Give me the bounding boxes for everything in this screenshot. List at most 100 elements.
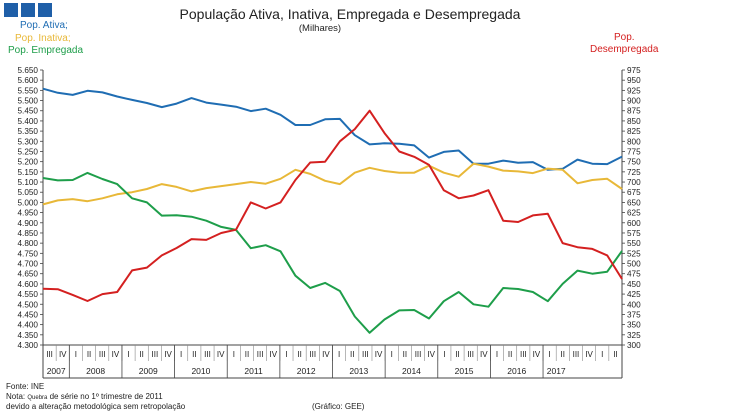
- quarter-tick-label: II: [297, 350, 301, 359]
- quarter-tick-label: II: [561, 350, 565, 359]
- logo-square: [38, 3, 52, 17]
- quarter-tick-label: III: [257, 350, 264, 359]
- left-tick-label: 5.300: [18, 137, 39, 146]
- quarter-tick-label: II: [139, 350, 143, 359]
- left-tick-label: 4.750: [18, 249, 39, 258]
- right-tick-label: 900: [627, 97, 641, 106]
- left-tick-label: 4.900: [18, 219, 39, 228]
- left-tick-label: 4.500: [18, 300, 39, 309]
- right-tick-label: 850: [627, 117, 641, 126]
- left-tick-label: 4.600: [18, 280, 39, 289]
- quarter-tick-label: III: [46, 350, 53, 359]
- quarter-tick-label: III: [520, 350, 527, 359]
- quarter-tick-label: IV: [112, 350, 120, 359]
- right-tick-label: 650: [627, 198, 641, 207]
- right-tick-label: 500: [627, 260, 641, 269]
- quarter-tick-label: II: [455, 350, 459, 359]
- chart-title: População Ativa, Inativa, Empregada e De…: [179, 6, 521, 22]
- right-tick-label: 825: [627, 127, 641, 136]
- footer-note-prefix: Nota:: [6, 392, 26, 401]
- footer-note: Nota: Quebra de série no 1º trimestre de…: [6, 392, 163, 401]
- quarter-tick-label: I: [75, 350, 77, 359]
- right-tick-label: 550: [627, 239, 641, 248]
- left-tick-label: 4.300: [18, 341, 39, 350]
- series-line-desempregada: [42, 109, 623, 302]
- logo-square: [4, 3, 18, 17]
- right-tick-label: 425: [627, 290, 641, 299]
- right-tick-label: 800: [627, 137, 641, 146]
- left-tick-label: 5.100: [18, 178, 39, 187]
- left-tick-label: 5.400: [18, 117, 39, 126]
- footer-chart-credit: (Gráfico: GEE): [312, 402, 365, 411]
- x-axis: III IV I II III IV I II III IV I II III IV I II III IV I II…: [43, 344, 622, 379]
- right-tick-label: 725: [627, 168, 641, 177]
- gee-logo: [4, 3, 52, 17]
- quarter-tick-label: IV: [270, 350, 278, 359]
- year-tick-label: 2012: [297, 366, 316, 376]
- quarter-tick-label: IV: [533, 350, 541, 359]
- year-tick-label: 2009: [139, 366, 158, 376]
- left-tick-label: 4.450: [18, 310, 39, 319]
- legend-ativa: Pop. Ativa;: [20, 20, 68, 31]
- quarter-tick-label: I: [127, 350, 129, 359]
- right-tick-label: 925: [627, 86, 641, 95]
- year-tick-label: 2010: [191, 366, 210, 376]
- quarter-tick-label: IV: [427, 350, 435, 359]
- year-tick-label: 2007: [47, 366, 66, 376]
- quarter-tick-label: III: [415, 350, 422, 359]
- quarter-tick-label: III: [467, 350, 474, 359]
- right-tick-label: 750: [627, 158, 641, 167]
- left-tick-label: 4.950: [18, 209, 39, 218]
- right-tick-label: 700: [627, 178, 641, 187]
- quarter-tick-label: III: [362, 350, 369, 359]
- chart-subtitle: (Milhares): [298, 23, 342, 34]
- chart-series: [42, 87, 623, 334]
- left-tick-label: 5.150: [18, 168, 39, 177]
- left-tick-label: 5.350: [18, 127, 39, 136]
- left-tick-label: 4.850: [18, 229, 39, 238]
- right-tick-label: 450: [627, 280, 641, 289]
- quarter-tick-label: I: [496, 350, 498, 359]
- legend-desempregada-line2: Desempregada: [590, 44, 659, 55]
- series-line-empregada: [42, 171, 623, 334]
- quarter-tick-label: I: [443, 350, 445, 359]
- right-tick-label: 600: [627, 219, 641, 228]
- quarter-tick-label: I: [601, 350, 603, 359]
- left-tick-label: 5.200: [18, 158, 39, 167]
- quarter-tick-label: II: [403, 350, 407, 359]
- right-tick-label: 625: [627, 209, 641, 218]
- footer-note-break: Quebra: [27, 395, 48, 401]
- left-tick-label: 4.550: [18, 290, 39, 299]
- footer-note-text: de série no 1º trimestre de 2011: [49, 392, 163, 401]
- right-tick-label: 575: [627, 229, 641, 238]
- year-tick-label: 2014: [402, 366, 421, 376]
- quarter-tick-label: IV: [59, 350, 67, 359]
- quarter-tick-label: I: [233, 350, 235, 359]
- quarter-tick-label: III: [152, 350, 159, 359]
- legend-empregada: Pop. Empregada: [8, 45, 84, 56]
- right-tick-label: 775: [627, 147, 641, 156]
- right-tick-label: 300: [627, 341, 641, 350]
- quarter-tick-label: IV: [585, 350, 593, 359]
- year-tick-label: 2017: [547, 366, 566, 376]
- quarter-tick-label: III: [309, 350, 316, 359]
- quarter-tick-label: II: [508, 350, 512, 359]
- year-tick-label: 2008: [86, 366, 105, 376]
- legend-inativa: Pop. Inativa;: [15, 33, 71, 44]
- left-tick-label: 4.650: [18, 270, 39, 279]
- legend-desempregada-line1: Pop.: [614, 32, 635, 43]
- footer-note-line2: devido a alteração metodológica sem retr…: [6, 402, 186, 411]
- left-tick-label: 5.450: [18, 107, 39, 116]
- year-tick-label: 2011: [244, 366, 263, 376]
- right-tick-label: 475: [627, 270, 641, 279]
- right-tick-label: 325: [627, 331, 641, 340]
- quarter-tick-label: III: [99, 350, 106, 359]
- year-tick-label: 2013: [349, 366, 368, 376]
- quarter-tick-label: III: [204, 350, 211, 359]
- quarter-tick-label: IV: [322, 350, 330, 359]
- quarter-tick-label: II: [192, 350, 196, 359]
- left-tick-label: 5.650: [18, 66, 39, 75]
- series-line-ativa: [42, 87, 623, 171]
- logo-square: [21, 3, 35, 17]
